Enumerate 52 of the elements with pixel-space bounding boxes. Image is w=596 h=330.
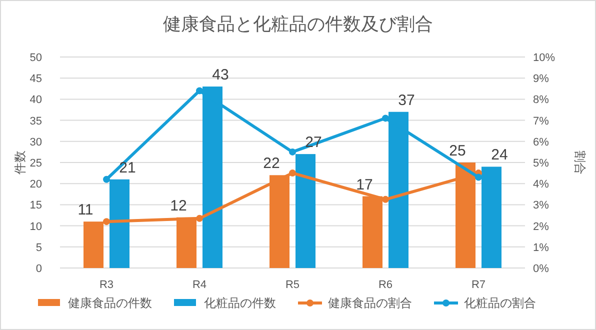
legend-label: 化粧品の割合 (464, 296, 536, 310)
y2-tick-label: 0% (533, 263, 550, 275)
y2-tick-label: 6% (533, 136, 550, 148)
y-tick-label: 0 (36, 263, 42, 275)
y-tick-label: 25 (30, 158, 42, 170)
y-tick-label: 40 (30, 94, 42, 106)
y2-tick-label: 5% (533, 158, 550, 170)
data-label: 43 (212, 66, 229, 84)
legend-label: 健康食品の件数 (68, 296, 152, 310)
y-tick-label: 10 (30, 220, 42, 233)
y-tick-label: 5 (36, 242, 42, 254)
point (196, 87, 203, 94)
data-label: 11 (78, 202, 94, 219)
y2-tick-label: 1% (533, 242, 550, 254)
y-tick-label: 50 (30, 52, 42, 64)
x-tick-label: R5 (285, 279, 300, 291)
x-tick-label: R7 (471, 279, 486, 291)
point (103, 176, 110, 183)
y2-tick-label: 3% (533, 200, 550, 212)
point (103, 218, 110, 226)
data-label: 17 (356, 176, 373, 194)
point (475, 174, 482, 181)
y-tick-label: 45 (30, 73, 42, 86)
data-label: 12 (170, 197, 187, 214)
data-label: 25 (449, 142, 466, 160)
y-tick-label: 30 (30, 136, 42, 148)
x-tick-label: R4 (192, 279, 207, 291)
y-axis-title: 件数 (13, 150, 27, 174)
legend-label: 健康食品の割合 (328, 296, 412, 310)
point (382, 196, 389, 203)
point (196, 214, 203, 222)
data-label: 21 (119, 159, 136, 176)
point (289, 148, 296, 156)
x-tick-label: R6 (378, 279, 393, 291)
y2-tick-label: 7% (533, 115, 550, 128)
y2-tick-label: 10% (533, 52, 556, 64)
point (382, 114, 389, 122)
x-tick-label: R3 (99, 279, 114, 291)
y-tick-label: 20 (30, 178, 42, 191)
y2-axis-title: 割合 (573, 150, 587, 174)
y2-tick-label: 8% (533, 94, 550, 106)
y2-tick-label: 9% (533, 73, 550, 86)
chart-title: 健康食品と化粧品の件数及び割合 (163, 14, 433, 34)
y2-tick-label: 2% (533, 220, 550, 233)
legend-label: 化粧品の件数 (204, 296, 276, 310)
data-label: 24 (491, 146, 508, 164)
data-label: 37 (398, 92, 415, 109)
y-tick-label: 15 (30, 200, 42, 212)
point (289, 170, 296, 177)
y2-tick-label: 4% (533, 178, 550, 191)
y-tick-label: 35 (30, 115, 42, 128)
data-label: 22 (263, 155, 280, 172)
